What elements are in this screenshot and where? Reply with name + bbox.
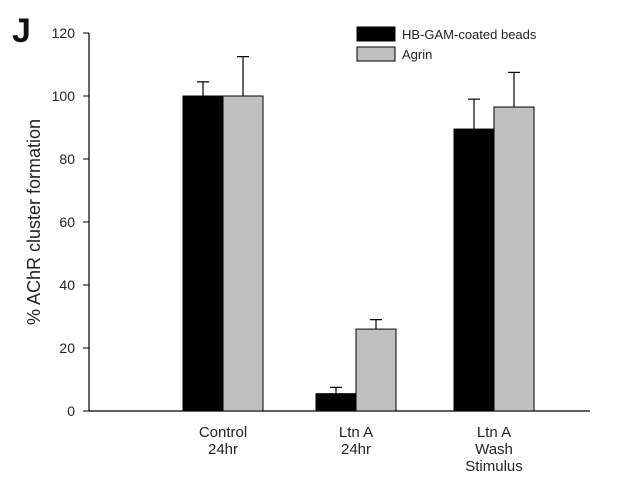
y-tick-label: 40 — [59, 277, 75, 293]
y-axis-label: % AChR cluster formation — [24, 119, 44, 325]
bar-agrin — [355, 328, 397, 412]
legend-swatch — [356, 26, 396, 42]
legend-label: HB-GAM-coated beads — [402, 27, 537, 42]
bar-agrin — [493, 106, 535, 412]
y-tick-label: 100 — [52, 88, 76, 104]
legend-swatch — [356, 46, 396, 62]
y-tick-label: 60 — [59, 214, 75, 230]
bar-agrin — [222, 95, 264, 412]
y-tick-label: 80 — [59, 151, 75, 167]
legend-label: Agrin — [402, 47, 432, 62]
panel-label: J — [12, 12, 31, 50]
bar-hb-gam — [315, 393, 357, 412]
legend: HB-GAM-coated beads Agrin — [356, 26, 537, 62]
plot-area: 0 20 40 60 80 100 120 Control 24hr Ltn A 24hr Ltn A… — [52, 25, 590, 475]
y-tick-label: 0 — [67, 403, 75, 419]
x-tick-label: Control 24hr — [199, 424, 247, 458]
y-tick-label: 120 — [52, 25, 76, 41]
x-tick-label: Ltn A Wash Stimulus — [465, 424, 523, 475]
x-tick-label: Ltn A 24hr — [339, 424, 373, 458]
bar-hb-gam — [453, 128, 495, 412]
bar-hb-gam — [182, 95, 224, 412]
y-tick-label: 20 — [59, 340, 75, 356]
